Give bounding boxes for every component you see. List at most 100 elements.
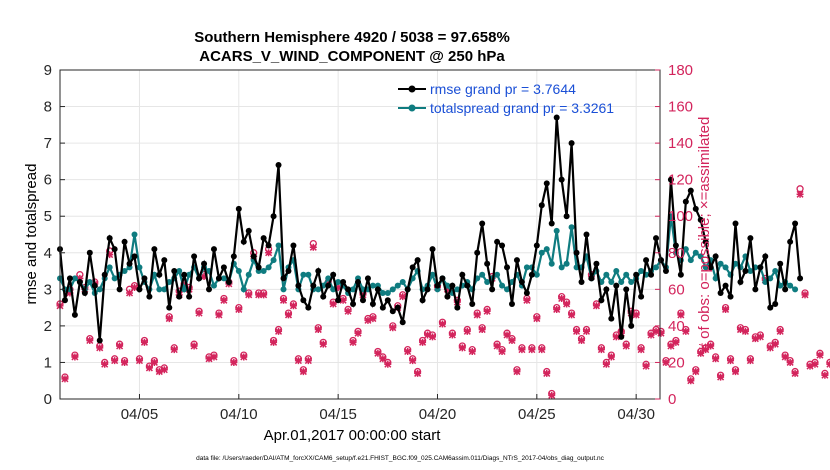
obs-assimilated-point xyxy=(304,357,312,365)
series-point xyxy=(543,246,550,253)
series-point xyxy=(657,257,664,264)
series-point xyxy=(315,268,322,275)
obs-assimilated-point xyxy=(145,364,153,372)
footer-data-file: data file: /Users/raeder/DAI/ATM_forcXX/… xyxy=(196,455,605,462)
obs-assimilated-point xyxy=(155,368,163,376)
left-axis: 0 1 2 3 4 5 6 7 8 9 xyxy=(44,62,65,408)
series-point xyxy=(707,264,714,271)
tick-label-right: 60 xyxy=(668,281,685,298)
obs-assimilated-point xyxy=(96,344,104,352)
obs-assimilated-point xyxy=(687,377,695,385)
obs-assimilated-point xyxy=(309,243,317,251)
series-point xyxy=(335,297,342,304)
series-point xyxy=(355,279,362,286)
series-point xyxy=(747,268,754,275)
obs-assimilated-point xyxy=(712,355,720,363)
series-point xyxy=(399,279,406,286)
series-point xyxy=(538,202,545,209)
y-axis-label-left: rmse and totalspread xyxy=(23,164,40,305)
series-point xyxy=(220,264,227,271)
obs-assimilated-point xyxy=(369,315,377,323)
legend-label-totalspread: totalspread grand pr = 3.3261 xyxy=(430,100,614,116)
obs-assimilated-point xyxy=(299,368,307,376)
series-point xyxy=(255,264,262,271)
obs-assimilated-point xyxy=(424,331,432,339)
obs-assimilated-point xyxy=(414,369,422,377)
tick-label-x: 04/25 xyxy=(518,406,556,423)
obs-assimilated-point xyxy=(111,357,119,365)
series-point xyxy=(508,300,515,307)
series-point xyxy=(638,293,645,300)
series-point xyxy=(81,289,88,296)
obs-assimilated-point xyxy=(61,375,69,383)
series-point xyxy=(121,238,128,245)
obs-assimilated-point xyxy=(483,307,491,315)
obs-assimilated-point xyxy=(503,331,511,339)
series-point xyxy=(459,271,466,278)
series-point xyxy=(504,264,511,271)
obs-assimilated-point xyxy=(751,335,759,343)
series-point xyxy=(240,238,247,245)
series-point xyxy=(558,264,565,271)
series-point xyxy=(653,264,660,271)
series-point xyxy=(449,282,456,289)
tick-label-right: 80 xyxy=(668,245,685,262)
obs-assimilated-point xyxy=(260,291,268,299)
series-point xyxy=(330,271,337,278)
series-point xyxy=(210,246,217,253)
series-point xyxy=(181,271,188,278)
tick-label-x: 04/20 xyxy=(419,406,457,423)
series-point xyxy=(225,279,232,286)
series-point xyxy=(558,176,565,183)
obs-assimilated-point xyxy=(289,302,297,310)
obs-assimilated-point xyxy=(518,346,526,354)
obs-assimilated-point xyxy=(543,369,551,377)
series-assimilated xyxy=(56,190,830,399)
obs-assimilated-point xyxy=(821,371,829,379)
series-point xyxy=(369,300,376,307)
obs-assimilated-point xyxy=(284,311,293,319)
series-point xyxy=(96,337,103,344)
series-point xyxy=(613,268,620,275)
series-point xyxy=(285,268,292,275)
series-point xyxy=(573,249,580,256)
obs-assimilated-point xyxy=(384,360,392,368)
obs-assimilated-point xyxy=(602,360,610,368)
tick-label-right: 140 xyxy=(668,135,693,152)
series-point xyxy=(141,275,148,282)
series-point xyxy=(523,289,530,296)
series-point xyxy=(131,231,138,238)
series-point xyxy=(682,198,689,205)
obs-assimilated-point xyxy=(766,344,774,352)
series-point xyxy=(479,271,486,278)
x-axis: 04/05 04/10 04/15 04/20 04/25 04/30 xyxy=(121,394,655,423)
obs-assimilated-point xyxy=(165,315,173,323)
series-point xyxy=(677,271,684,278)
series-point xyxy=(653,235,660,242)
obs-assimilated-point xyxy=(627,309,635,317)
tick-label-x: 04/15 xyxy=(319,406,357,423)
series-point xyxy=(787,282,794,289)
series-point xyxy=(792,220,799,227)
obs-assimilated-point xyxy=(140,338,148,346)
series-point xyxy=(176,293,183,300)
series-point xyxy=(682,246,689,253)
obs-assimilated-point xyxy=(533,315,541,323)
tick-label-x: 04/30 xyxy=(617,406,655,423)
series-point xyxy=(553,227,560,234)
series-point xyxy=(300,297,307,304)
series-point xyxy=(61,297,68,304)
series-point xyxy=(76,279,83,286)
series-point xyxy=(618,333,625,340)
series-point xyxy=(548,220,555,227)
series-point xyxy=(181,286,188,293)
series-point xyxy=(384,289,391,296)
obs-assimilated-point xyxy=(677,311,685,319)
series-point xyxy=(479,220,486,227)
obs-assimilated-point xyxy=(160,366,168,374)
obs-assimilated-point xyxy=(344,307,352,315)
obs-assimilated-point xyxy=(672,338,680,346)
obs-assimilated-point xyxy=(210,353,218,361)
series-point xyxy=(156,286,163,293)
series-point xyxy=(702,238,709,245)
